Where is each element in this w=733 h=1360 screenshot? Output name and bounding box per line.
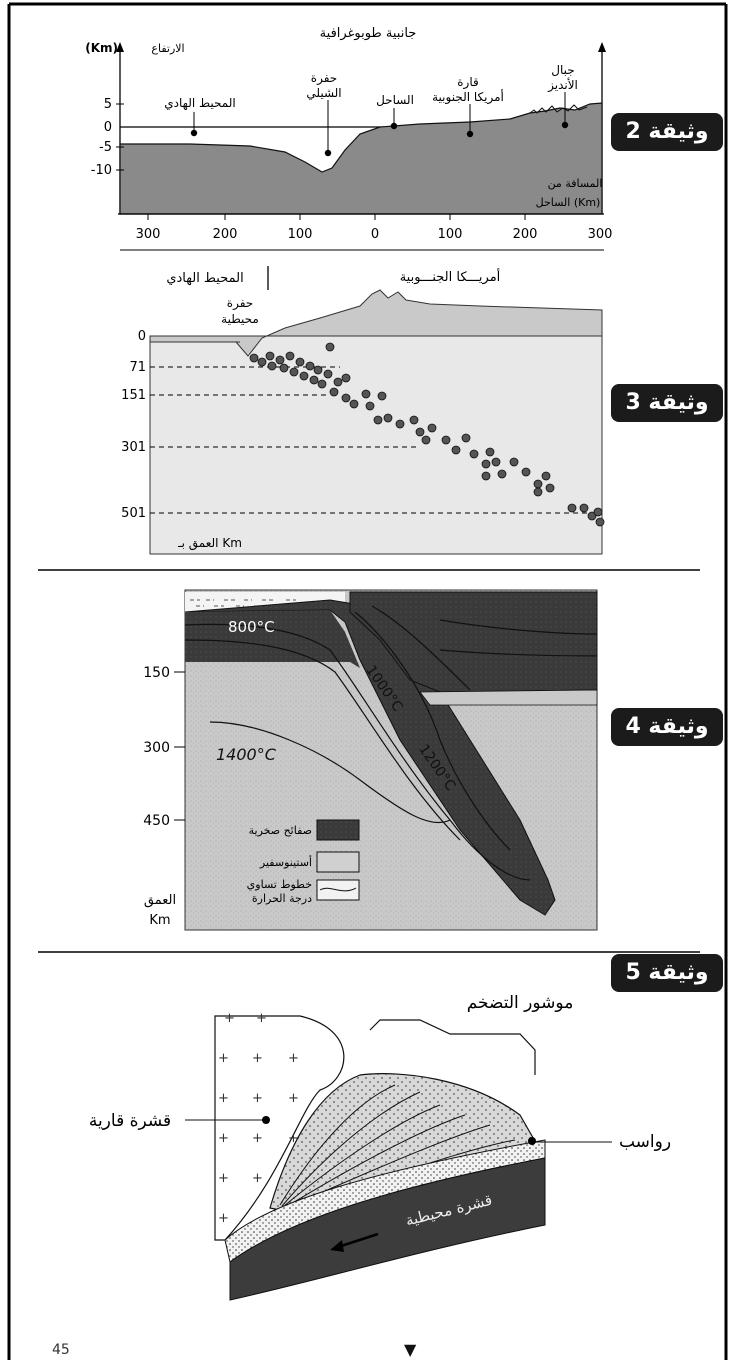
doc3-label-trench-1: حفرة <box>227 296 253 311</box>
doc5-label-prism: موشور التضخم <box>467 993 574 1013</box>
doc2-x-axis-label-2: الساحل (Km) <box>536 196 601 209</box>
doc2-point-continent <box>466 130 474 138</box>
svg-text:+: + <box>256 1011 267 1026</box>
svg-text:+: + <box>218 1211 229 1226</box>
doc3-depth-tick: 301 <box>121 440 146 455</box>
doc3-depth-tick: 151 <box>121 388 146 403</box>
doc4-thermal-section: 800°C 1000°C 1200°C 1400°C 150 300 450 ا… <box>38 589 700 953</box>
doc2-x-tick: 300 <box>136 227 161 242</box>
doc4-legend: صفائح صخرية أستينوسفير خطوط تساوي درجة ا… <box>247 819 360 905</box>
doc2-y-axis-unit: (Km) <box>85 41 118 55</box>
doc2-point-andes <box>561 121 569 129</box>
doc4-legend-isotherm-2: درجة الحرارة <box>252 892 312 905</box>
doc4-tag: وثيقة 4 <box>611 708 723 746</box>
doc2-y-tick: -10 <box>91 163 112 178</box>
page-marker: ▼ <box>404 1340 417 1359</box>
doc2-tag: وثيقة 2 <box>611 113 723 151</box>
doc2-label-trench-2: الشيلي <box>306 86 341 100</box>
doc2-terrain-shape <box>119 102 603 215</box>
doc4-isotherm-800: 800°C <box>228 618 275 636</box>
doc4-legend-isotherm-1: خطوط تساوي <box>247 878 312 891</box>
doc2-topographic-profile: جانبية طوبوغرافية (Km) الارتفاع 5 0 -5 -… <box>85 26 613 251</box>
doc2-x-tick: 300 <box>588 227 613 242</box>
doc2-label-coast: الساحل <box>376 93 414 107</box>
svg-text:+: + <box>218 1131 229 1146</box>
doc2-x-tick: 0 <box>371 227 379 242</box>
doc2-label-continent-2: أمريكا الجنوبية <box>432 89 504 105</box>
svg-text:+: + <box>288 1091 299 1106</box>
svg-text:+: + <box>218 1171 229 1186</box>
svg-text:+: + <box>252 1091 263 1106</box>
doc2-x-tick: 100 <box>288 227 313 242</box>
doc2-x-tick: 200 <box>213 227 238 242</box>
doc2-x-tick: 100 <box>438 227 463 242</box>
doc2-y-tick: 5 <box>104 97 112 112</box>
doc3-label-pacific: المحيط الهادي <box>166 271 243 286</box>
doc5-tag: وثيقة 5 <box>611 954 723 992</box>
doc5-accretionary-prism: + + + + + + + + + + + + + + موشور التضخم قشرة قا <box>89 993 671 1301</box>
doc2-title: جانبية طوبوغرافية <box>320 26 417 41</box>
doc4-legend-asthenosphere: أستينوسفير <box>259 855 312 869</box>
doc3-seismic-section: المحيط الهادي أمريـــكا الجنـــوبية حفرة… <box>38 266 700 571</box>
doc4-depth-tick: 300 <box>143 740 170 756</box>
doc3-tag: وثيقة 3 <box>611 384 723 422</box>
doc5-point-sediments <box>528 1137 536 1145</box>
doc2-x-tick: 200 <box>513 227 538 242</box>
svg-text:+: + <box>288 1131 299 1146</box>
svg-text:+: + <box>224 1011 235 1026</box>
svg-text:+: + <box>218 1091 229 1106</box>
doc3-depth-tick: 71 <box>129 360 146 375</box>
doc3-label-america: أمريـــكا الجنـــوبية <box>400 268 501 285</box>
doc3-depth-tick: 501 <box>121 506 146 521</box>
doc4-isotherm-1400: 1400°C <box>216 745 277 764</box>
doc4-depth-tick: 150 <box>143 665 170 681</box>
doc4-legend-plates: صفائح صخرية <box>249 824 312 837</box>
doc3-depth-label: العمق بـ Km <box>177 536 242 551</box>
doc3-depth-tick: 0 <box>138 329 146 344</box>
page-number: 45 <box>52 1342 70 1358</box>
doc2-point-pacific <box>190 129 198 137</box>
doc2-label-continent-1: قارة <box>457 75 478 90</box>
svg-text:+: + <box>288 1051 299 1066</box>
doc2-label-trench-1: حفرة <box>311 71 337 86</box>
doc2-point-coast <box>390 122 398 130</box>
svg-text:+: + <box>218 1051 229 1066</box>
doc2-label-andes-2: الأنديز <box>547 77 578 93</box>
doc2-x-axis-label-1: المسافة من <box>548 177 603 190</box>
svg-text:+: + <box>252 1131 263 1146</box>
doc5-label-sediments: رواسب <box>619 1132 671 1152</box>
doc3-label-trench-2: محيطية <box>221 312 259 326</box>
doc4-depth-label-1: العمق <box>144 893 176 908</box>
doc4-depth-label-2: Km <box>149 913 170 928</box>
svg-text:+: + <box>252 1171 263 1186</box>
doc5-label-continental: قشرة قارية <box>89 1111 171 1131</box>
doc5-point-continental <box>262 1116 270 1124</box>
doc4-depth-tick: 450 <box>143 813 170 829</box>
doc3-earthquake-foci <box>249 342 605 527</box>
doc2-label-pacific: المحيط الهادي <box>164 96 235 110</box>
doc2-point-trench <box>324 149 332 157</box>
doc2-label-andes-1: جبال <box>551 63 574 77</box>
doc2-y-tick: -5 <box>99 140 112 155</box>
svg-text:+: + <box>252 1051 263 1066</box>
doc2-y-axis-label: الارتفاع <box>151 42 184 55</box>
doc2-y-tick: 0 <box>104 120 112 135</box>
